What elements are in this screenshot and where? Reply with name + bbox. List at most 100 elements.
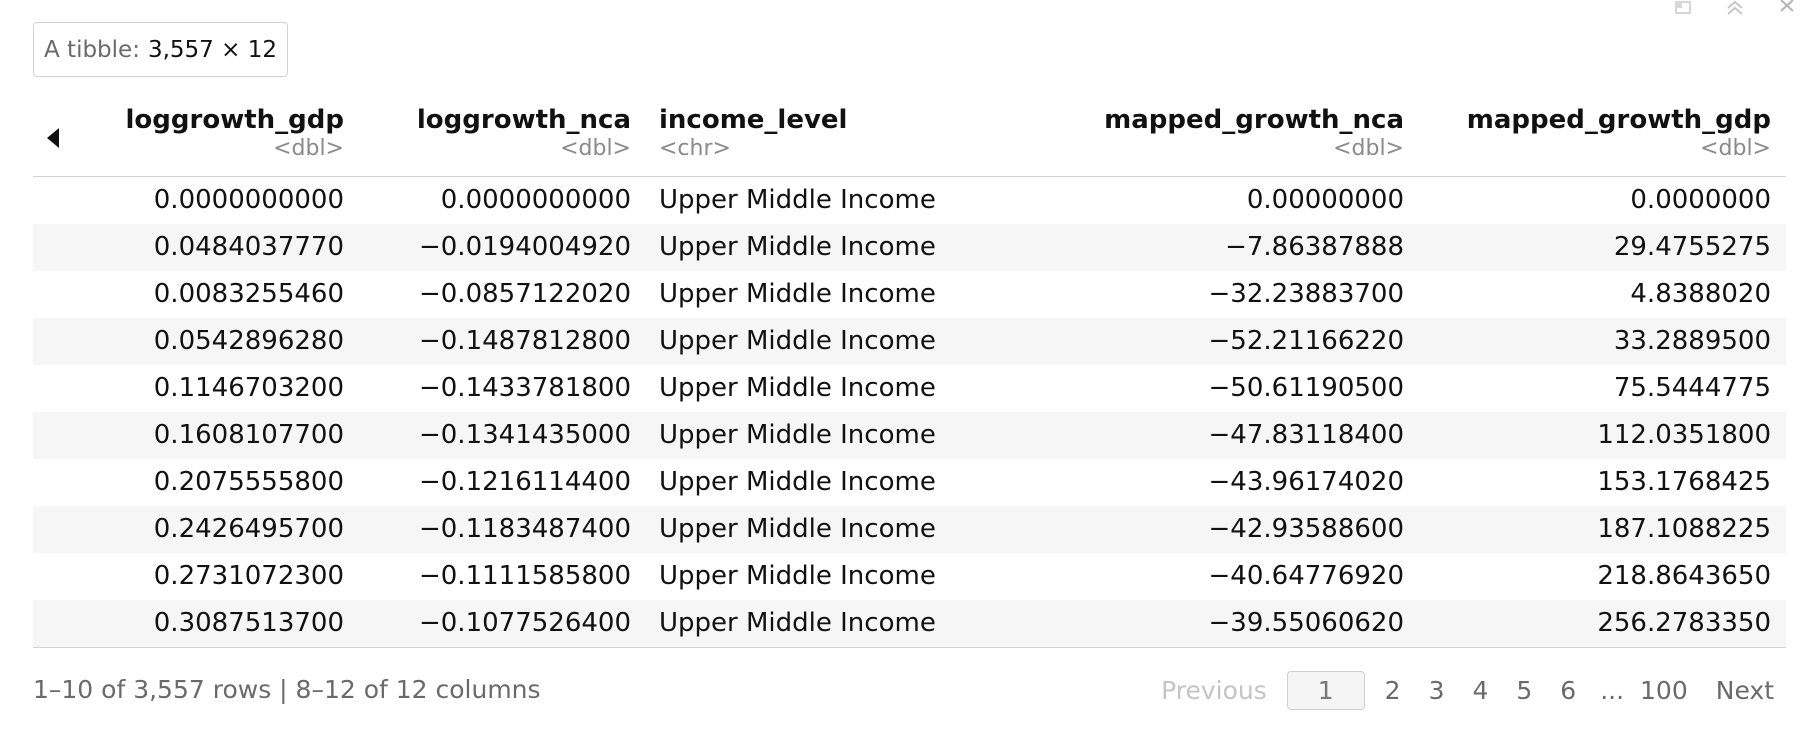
column-name: mapped_growth_gdp <box>1466 105 1771 135</box>
cell-loggrowth-nca: −0.1433781800 <box>418 373 631 403</box>
cell-loggrowth-nca: −0.1183487400 <box>418 514 631 544</box>
column-name: mapped_growth_nca <box>1104 105 1404 135</box>
table-row: 0.1146703200 −0.1433781800 Upper Middle In… <box>33 365 1786 412</box>
column-header-mapped-growth-gdp[interactable]: mapped_growth_gdp <dbl> <box>1467 104 1771 162</box>
cell-mapped-growth-nca: −40.64776920 <box>1208 561 1404 591</box>
column-header-loggrowth-nca[interactable]: loggrowth_nca <dbl> <box>417 104 631 162</box>
cell-loggrowth-nca: −0.1487812800 <box>418 326 631 356</box>
cell-mapped-growth-gdp: 33.2889500 <box>1613 326 1771 356</box>
previous-page-button[interactable]: Previous <box>1161 675 1267 705</box>
cell-income-level: Upper Middle Income <box>659 420 936 450</box>
cell-loggrowth-gdp: 0.2075555800 <box>153 467 344 497</box>
close-icon[interactable] <box>1774 0 1800 16</box>
cell-loggrowth-gdp: 0.2426495700 <box>153 514 344 544</box>
cell-mapped-growth-nca: −52.21166220 <box>1208 326 1404 356</box>
cell-mapped-growth-gdp: 187.1088225 <box>1597 514 1771 544</box>
cell-income-level: Upper Middle Income <box>659 608 936 638</box>
column-header-loggrowth-gdp[interactable]: loggrowth_gdp <dbl> <box>126 104 344 162</box>
next-page-button[interactable]: Next <box>1715 675 1774 705</box>
cell-income-level: Upper Middle Income <box>659 373 936 403</box>
table-row: 0.0484037770 −0.0194004920 Upper Middle In… <box>33 224 1786 271</box>
table-header: loggrowth_gdp <dbl> loggrowth_nca <dbl> … <box>33 100 1786 177</box>
cell-mapped-growth-gdp: 153.1768425 <box>1597 467 1771 497</box>
cell-loggrowth-gdp: 0.1146703200 <box>153 373 344 403</box>
page-button-last[interactable]: 100 <box>1640 675 1688 705</box>
cell-income-level: Upper Middle Income <box>659 326 936 356</box>
column-name: loggrowth_gdp <box>125 105 344 135</box>
cell-mapped-growth-gdp: 112.0351800 <box>1597 420 1771 450</box>
cell-mapped-growth-nca: −50.61190500 <box>1208 373 1404 403</box>
row-column-summary: 1–10 of 3,557 rows | 8–12 of 12 columns <box>33 675 541 704</box>
cell-mapped-growth-nca: −43.96174020 <box>1208 467 1404 497</box>
cell-loggrowth-nca: −0.1341435000 <box>418 420 631 450</box>
cell-mapped-growth-nca: −32.23883700 <box>1208 279 1404 309</box>
data-table: loggrowth_gdp <dbl> loggrowth_nca <dbl> … <box>33 100 1786 648</box>
cell-mapped-growth-gdp: 4.8388020 <box>1630 279 1771 309</box>
cell-loggrowth-nca: −0.1216114400 <box>418 467 631 497</box>
pagination-ellipsis: ... <box>1600 675 1625 705</box>
cell-income-level: Upper Middle Income <box>659 467 936 497</box>
column-type: <dbl> <box>1333 136 1404 161</box>
table-row: 0.0083255460 −0.0857122020 Upper Middle In… <box>33 271 1786 318</box>
caret-left-icon[interactable] <box>43 124 65 152</box>
column-type: <dbl> <box>1700 136 1771 161</box>
cell-mapped-growth-gdp: 256.2783350 <box>1597 608 1771 638</box>
cell-loggrowth-nca: 0.0000000000 <box>440 185 631 215</box>
tibble-label: A tibble: <box>44 36 140 63</box>
table-row: 0.0000000000 0.0000000000 Upper Middle Inc… <box>33 177 1786 224</box>
page-button-2[interactable]: 2 <box>1384 675 1401 705</box>
page-button-3[interactable]: 3 <box>1428 675 1445 705</box>
collapse-icon[interactable] <box>1722 0 1748 16</box>
table-footer: 1–10 of 3,557 rows | 8–12 of 12 columns … <box>33 665 1786 715</box>
cell-mapped-growth-gdp: 29.4755275 <box>1613 232 1771 262</box>
page-button-4[interactable]: 4 <box>1472 675 1489 705</box>
cell-income-level: Upper Middle Income <box>659 232 936 262</box>
table-row: 0.2731072300 −0.1111585800 Upper Middle In… <box>33 553 1786 600</box>
cell-loggrowth-gdp: 0.3087513700 <box>153 608 344 638</box>
cell-loggrowth-gdp: 0.1608107700 <box>153 420 344 450</box>
table-body: 0.0000000000 0.0000000000 Upper Middle Inc… <box>33 177 1786 648</box>
cell-income-level: Upper Middle Income <box>659 279 936 309</box>
tibble-dimensions: 3,557 × 12 <box>147 36 277 63</box>
cell-mapped-growth-nca: −42.93588600 <box>1208 514 1404 544</box>
table-row: 0.0542896280 −0.1487812800 Upper Middle In… <box>33 318 1786 365</box>
cell-loggrowth-gdp: 0.0083255460 <box>153 279 344 309</box>
cell-mapped-growth-gdp: 218.8643650 <box>1597 561 1771 591</box>
column-name: income_level <box>659 105 848 135</box>
pagination: Previous 1 2 3 4 5 6 ... 100 Next <box>1147 665 1786 715</box>
cell-mapped-growth-nca: −7.86387888 <box>1225 232 1404 262</box>
table-row: 0.1608107700 −0.1341435000 Upper Middle In… <box>33 412 1786 459</box>
table-row: 0.2075555800 −0.1216114400 Upper Middle In… <box>33 459 1786 506</box>
cell-mapped-growth-nca: −47.83118400 <box>1208 420 1404 450</box>
cell-mapped-growth-gdp: 0.0000000 <box>1630 185 1771 215</box>
column-header-income-level[interactable]: income_level <chr> <box>659 104 847 162</box>
popout-icon[interactable] <box>1670 0 1696 16</box>
column-type: <dbl> <box>273 136 344 161</box>
column-type: <chr> <box>659 136 731 161</box>
table-row: 0.3087513700 −0.1077526400 Upper Middle In… <box>33 600 1786 647</box>
page-button-5[interactable]: 5 <box>1516 675 1533 705</box>
cell-income-level: Upper Middle Income <box>659 185 936 215</box>
cell-income-level: Upper Middle Income <box>659 561 936 591</box>
cell-loggrowth-gdp: 0.0542896280 <box>153 326 344 356</box>
window-controls <box>1670 0 1800 16</box>
table-row: 0.2426495700 −0.1183487400 Upper Middle In… <box>33 506 1786 553</box>
cell-loggrowth-nca: −0.1077526400 <box>418 608 631 638</box>
cell-mapped-growth-gdp: 75.5444775 <box>1613 373 1771 403</box>
cell-loggrowth-nca: −0.0857122020 <box>418 279 631 309</box>
cell-loggrowth-nca: −0.1111585800 <box>418 561 631 591</box>
column-name: loggrowth_nca <box>416 105 631 135</box>
column-type: <dbl> <box>560 136 631 161</box>
page-button-1[interactable]: 1 <box>1286 670 1365 710</box>
cell-mapped-growth-nca: −39.55060620 <box>1208 608 1404 638</box>
cell-loggrowth-gdp: 0.2731072300 <box>153 561 344 591</box>
cell-loggrowth-gdp: 0.0000000000 <box>153 185 344 215</box>
cell-loggrowth-gdp: 0.0484037770 <box>153 232 344 262</box>
cell-loggrowth-nca: −0.0194004920 <box>418 232 631 262</box>
cell-income-level: Upper Middle Income <box>659 514 936 544</box>
tibble-info-badge: A tibble: 3,557 × 12 <box>33 22 288 77</box>
page-button-6[interactable]: 6 <box>1560 675 1577 705</box>
cell-mapped-growth-nca: 0.00000000 <box>1246 185 1404 215</box>
column-header-mapped-growth-nca[interactable]: mapped_growth_nca <dbl> <box>1104 104 1404 162</box>
